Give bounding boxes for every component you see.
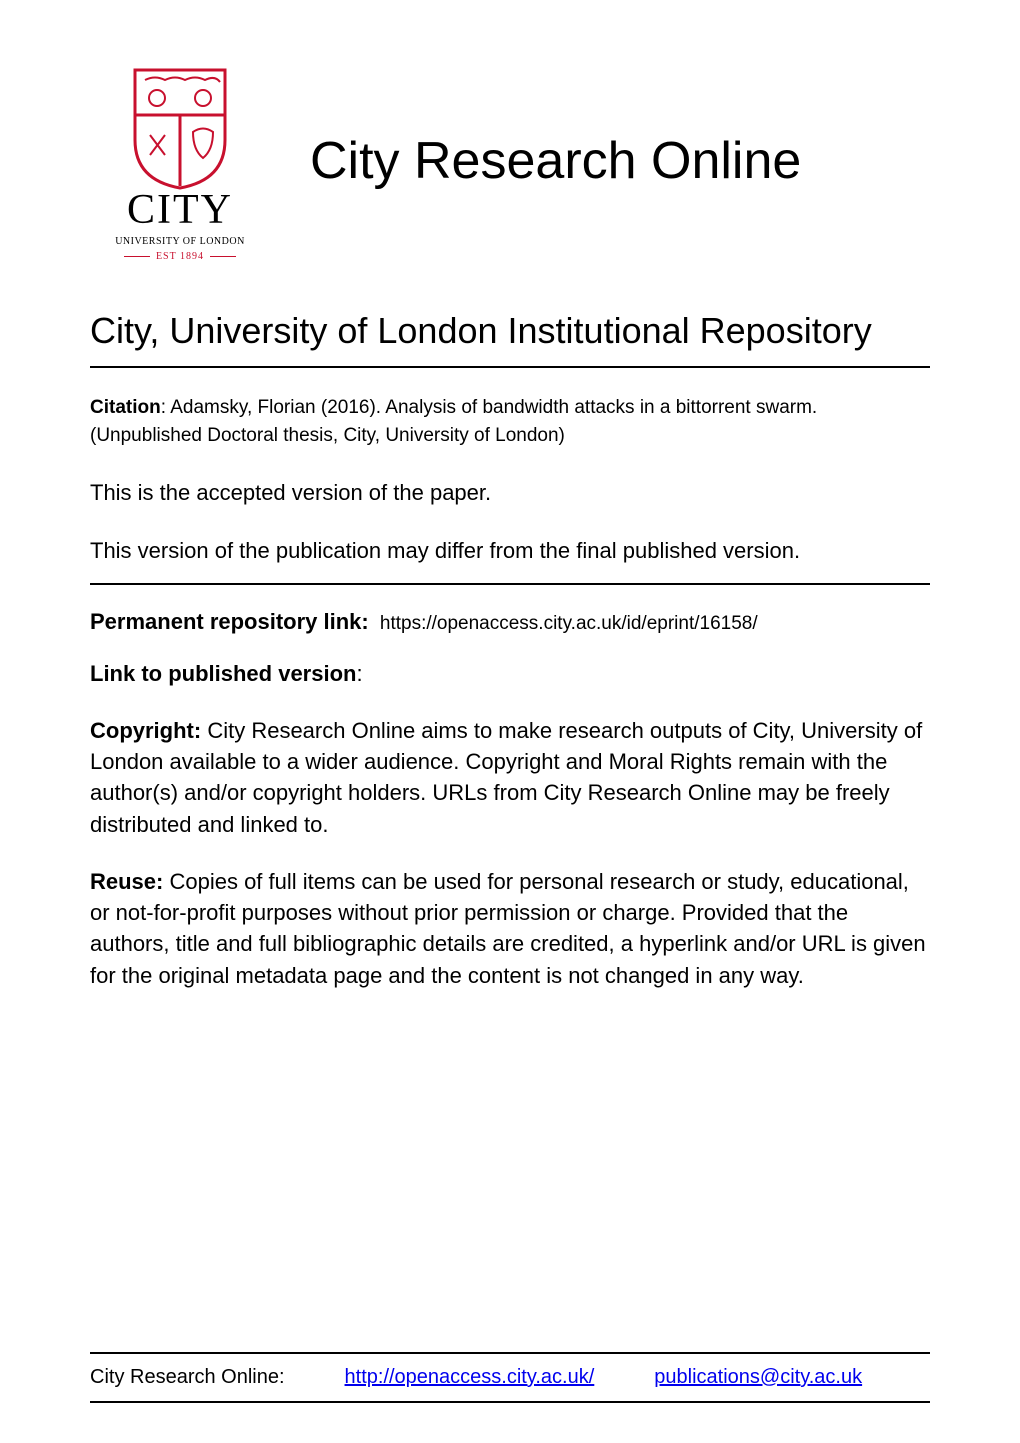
footer-label: City Research Online: <box>90 1366 285 1389</box>
link-to-published-suffix: : <box>356 661 362 686</box>
repository-title: City, University of London Institutional… <box>90 310 930 352</box>
footer-block: City Research Online: http://openaccess.… <box>90 1352 930 1403</box>
citation-block: Citation: Adamsky, Florian (2016). Analy… <box>90 394 930 449</box>
city-logo: CITY UNIVERSITY OF LONDON EST 1894 <box>90 60 270 262</box>
citation-text: : Adamsky, Florian (2016). Analysis of b… <box>90 397 817 446</box>
copyright-text: City Research Online aims to make resear… <box>90 718 922 837</box>
reuse-label: Reuse: <box>90 869 163 894</box>
divider-mid <box>90 583 930 585</box>
divider-footer-bottom <box>90 1401 930 1403</box>
copyright-label: Copyright: <box>90 718 201 743</box>
openaccess-link[interactable]: http://openaccess.city.ac.uk/ <box>345 1366 595 1389</box>
accepted-version-line: This is the accepted version of the pape… <box>90 477 930 509</box>
permanent-link-label: Permanent repository link: <box>90 609 369 634</box>
permanent-link-line: Permanent repository link: https://opena… <box>90 609 930 635</box>
page-container: CITY UNIVERSITY OF LONDON EST 1894 City … <box>0 0 1020 1443</box>
link-to-published-label: Link to published version <box>90 661 356 686</box>
header-row: CITY UNIVERSITY OF LONDON EST 1894 City … <box>90 60 930 262</box>
divider-top <box>90 366 930 368</box>
logo-est-text: EST 1894 <box>118 251 242 262</box>
link-to-published-line: Link to published version: <box>90 661 930 687</box>
logo-university-text: UNIVERSITY OF LONDON <box>115 236 245 247</box>
citation-label: Citation <box>90 397 161 418</box>
reuse-text: Copies of full items can be used for per… <box>90 869 926 988</box>
copyright-paragraph: Copyright: City Research Online aims to … <box>90 715 930 840</box>
reuse-paragraph: Reuse: Copies of full items can be used … <box>90 866 930 991</box>
publications-email-link[interactable]: publications@city.ac.uk <box>654 1366 862 1389</box>
shield-icon <box>125 60 235 190</box>
page-main-title: City Research Online <box>310 131 930 191</box>
logo-city-text: CITY <box>127 186 233 234</box>
permanent-link-url: https://openaccess.city.ac.uk/id/eprint/… <box>380 613 758 634</box>
version-differ-line: This version of the publication may diff… <box>90 535 930 567</box>
footer-row: City Research Online: http://openaccess.… <box>90 1354 930 1401</box>
